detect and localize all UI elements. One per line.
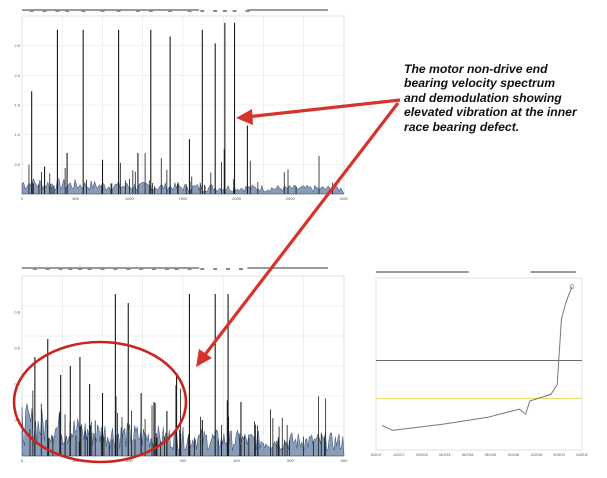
peak-marker-label bbox=[55, 10, 60, 12]
y-tick-label: 2.0 bbox=[14, 73, 20, 78]
trend-series-line bbox=[381, 286, 573, 431]
header-text-strip bbox=[247, 267, 328, 269]
peak-marker-label bbox=[187, 268, 192, 270]
x-tick-label: 12/2018 bbox=[530, 453, 542, 457]
arrow-head-top bbox=[236, 109, 253, 125]
caption-line: race bearing defect. bbox=[404, 119, 520, 134]
peak-marker-label bbox=[226, 268, 231, 270]
header-text-strip bbox=[530, 271, 576, 273]
peak-marker-label bbox=[126, 268, 131, 270]
peak-marker-label bbox=[200, 10, 205, 12]
peak-marker-label bbox=[168, 10, 173, 12]
x-tick-label: 300 bbox=[180, 458, 187, 463]
x-tick-label: 1500 bbox=[179, 196, 189, 201]
arrow-to-top-spectrum bbox=[245, 98, 401, 119]
x-tick-label: 02/2018 bbox=[416, 453, 428, 457]
y-tick-label: 1.0 bbox=[14, 132, 20, 137]
x-tick-label: 3000 bbox=[340, 196, 348, 201]
arrow-to-bottom-spectrum bbox=[202, 102, 400, 357]
x-tick-label: 2500 bbox=[286, 196, 296, 201]
trend-marker bbox=[569, 284, 575, 289]
caption-line: and demodulation showing bbox=[404, 90, 562, 105]
peak-marker-label bbox=[100, 268, 105, 270]
header-text-strip bbox=[376, 271, 469, 273]
peak-marker-label bbox=[135, 10, 140, 12]
peak-marker-label bbox=[29, 10, 34, 12]
highlight-ellipse bbox=[12, 340, 188, 464]
peak-marker-label bbox=[68, 268, 73, 270]
x-tick-label: 0 bbox=[21, 458, 24, 463]
x-tick-label: 04/2019 bbox=[576, 453, 588, 457]
peak-marker-label bbox=[164, 268, 169, 270]
caption-line: elevated vibration at the inner bbox=[404, 105, 577, 120]
peak-marker-label bbox=[81, 10, 86, 12]
peak-marker-label bbox=[113, 268, 118, 270]
peak-marker-label bbox=[32, 268, 37, 270]
peak-marker-label bbox=[45, 268, 50, 270]
peak-marker-label bbox=[222, 10, 227, 12]
x-tick-label: 1000 bbox=[125, 196, 135, 201]
peak-marker-label bbox=[213, 10, 218, 12]
x-tick-label: 06/2018 bbox=[462, 453, 474, 457]
peak-marker-label bbox=[245, 10, 250, 12]
caption-line: The motor non-drive end bbox=[404, 62, 548, 76]
trend-plot: 10/2017 12/2017 02/2018 04/2018 06/2018 08/20… bbox=[370, 271, 588, 457]
peak-marker-label bbox=[200, 268, 205, 270]
peak-marker-label bbox=[116, 10, 121, 12]
peak-marker-label bbox=[42, 10, 47, 12]
peak-marker-label bbox=[213, 268, 218, 270]
x-tick-label: 10/2018 bbox=[508, 453, 520, 457]
header-text-strip bbox=[22, 267, 200, 269]
y-tick-label: 0.6 bbox=[14, 346, 20, 351]
noise-floor bbox=[21, 403, 345, 457]
peak-marker-label bbox=[87, 268, 92, 270]
peak-marker-label bbox=[232, 10, 237, 12]
y-tick-label: 0.8 bbox=[14, 310, 20, 315]
header-text-strip bbox=[22, 9, 200, 11]
peak-marker-label bbox=[139, 268, 144, 270]
bottom-demodulation-spectrum: 0 100 200 300 400 500 600 0.8 0.6 0.4 0.2 bbox=[10, 266, 348, 471]
peak-marker-label bbox=[100, 10, 105, 12]
x-tick-label: 10/2017 bbox=[370, 453, 382, 457]
header-text-strip bbox=[247, 9, 328, 11]
y-tick-label: 1.5 bbox=[14, 103, 20, 108]
peak-marker-label bbox=[77, 268, 82, 270]
peak-marker-label bbox=[187, 10, 192, 12]
x-tick-label: 400 bbox=[233, 458, 240, 463]
x-tick-label: 0 bbox=[21, 196, 24, 201]
x-tick-label: 500 bbox=[72, 196, 79, 201]
arrow-head-bottom bbox=[196, 349, 212, 367]
peak-marker-label bbox=[238, 268, 243, 270]
caption-text: The motor non-drive end bearing velocity… bbox=[404, 62, 600, 134]
peak-marker-label bbox=[58, 268, 63, 270]
top-spectrum-plot: 0 500 1000 1500 2000 2500 3000 2.5 2.0 1.5 1.0 0.5 bbox=[14, 9, 348, 201]
peak-marker-label bbox=[174, 268, 179, 270]
caption-line: bearing velocity spectrum bbox=[404, 76, 556, 91]
x-tick-label: 500 bbox=[287, 458, 294, 463]
x-tick-label: 02/2019 bbox=[553, 453, 565, 457]
x-tick-label: 600 bbox=[341, 458, 348, 463]
x-tick-label: 2000 bbox=[232, 196, 242, 201]
x-tick-label: 08/2018 bbox=[485, 453, 497, 457]
peak-marker-label bbox=[65, 10, 70, 12]
overall-trend-plot: 10/2017 12/2017 02/2018 04/2018 06/2018 08/20… bbox=[368, 268, 590, 470]
peak-marker-label bbox=[148, 10, 153, 12]
top-velocity-spectrum: 0 500 1000 1500 2000 2500 3000 2.5 2.0 1.5 1.0 0.5 bbox=[10, 8, 348, 208]
plot-frame bbox=[375, 277, 583, 451]
x-tick-label: 12/2017 bbox=[393, 453, 405, 457]
x-tick-label: 200 bbox=[126, 458, 133, 463]
x-tick-label: 04/2018 bbox=[439, 453, 451, 457]
y-tick-label: 0.5 bbox=[14, 162, 20, 167]
peak-marker-label bbox=[152, 268, 157, 270]
y-tick-label: 2.5 bbox=[14, 43, 20, 48]
